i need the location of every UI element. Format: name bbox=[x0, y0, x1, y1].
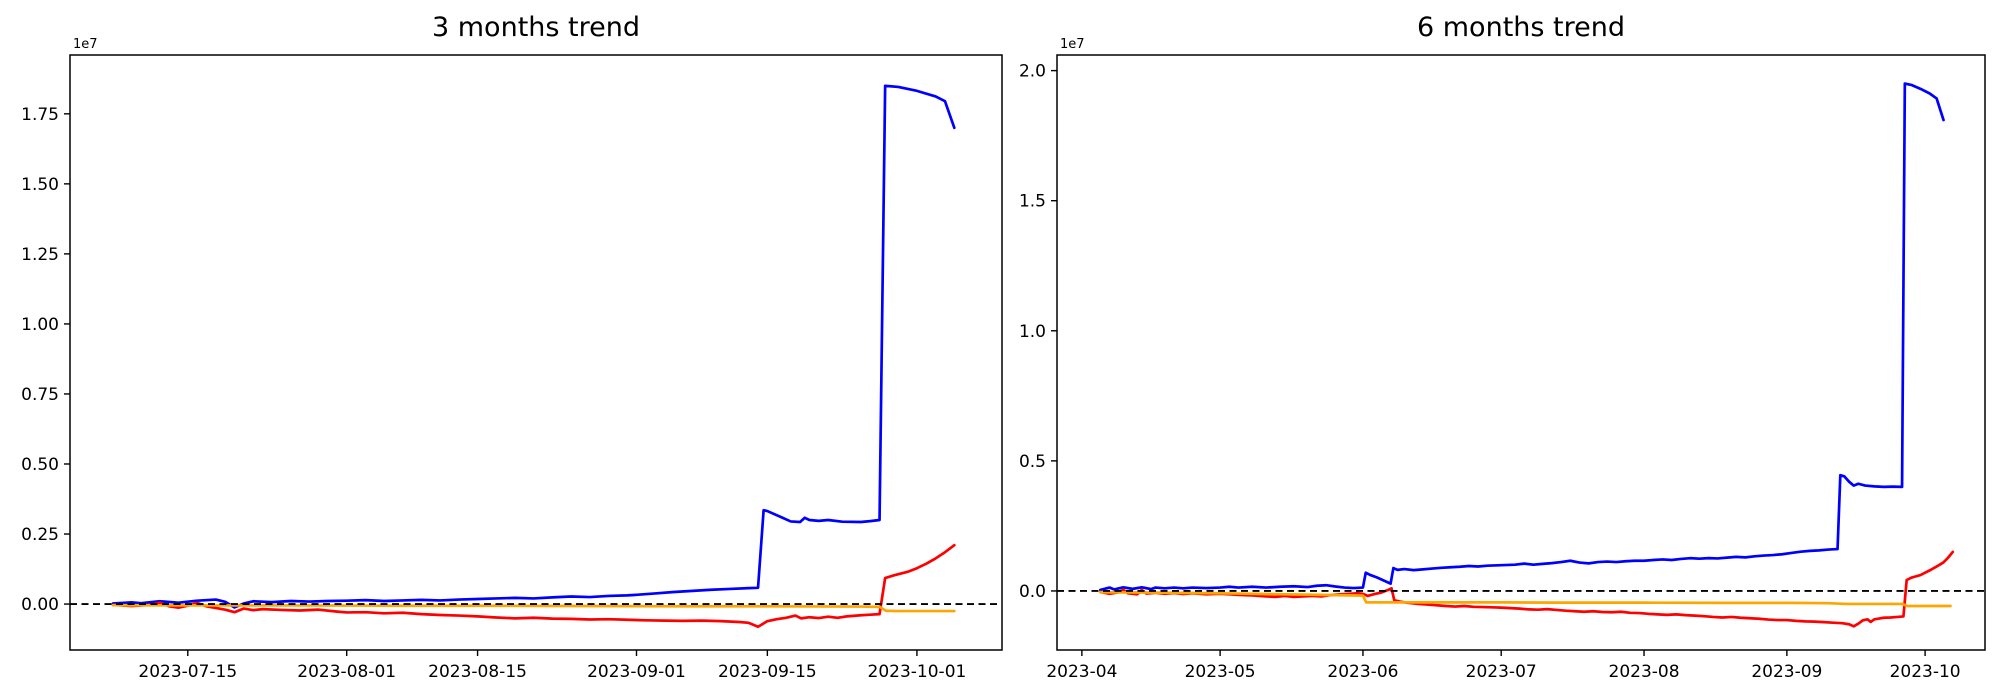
chart-title: 6 months trend bbox=[1417, 12, 1625, 43]
x-tick-label: 2023-09 bbox=[1751, 662, 1822, 682]
x-tick-label: 2023-10-01 bbox=[868, 662, 967, 682]
chart-title: 3 months trend bbox=[432, 12, 640, 43]
series-line-blue bbox=[111, 84, 956, 609]
x-tick-label: 2023-08-15 bbox=[428, 662, 527, 682]
y-tick-label: 1.50 bbox=[21, 175, 59, 195]
x-tick-label: 2023-08-01 bbox=[297, 662, 396, 682]
x-tick-label: 2023-04 bbox=[1046, 662, 1117, 682]
y-tick-label: 0.00 bbox=[21, 595, 59, 615]
x-tick-label: 2023-07 bbox=[1466, 662, 1537, 682]
y-tick-label: 1.25 bbox=[21, 245, 59, 265]
y-tick-label: 0.25 bbox=[21, 525, 59, 545]
series-line-red bbox=[1098, 550, 1955, 628]
x-tick-label: 2023-08 bbox=[1609, 662, 1680, 682]
y-tick-label: 0.50 bbox=[21, 455, 59, 475]
series-line-orange bbox=[111, 603, 956, 613]
series-line-red bbox=[111, 543, 956, 629]
y-tick-label: 2.0 bbox=[1019, 62, 1046, 82]
y-tick-label: 0.0 bbox=[1019, 582, 1046, 602]
y-tick-label: 0.75 bbox=[21, 385, 59, 405]
y-tick-label: 1.00 bbox=[21, 315, 59, 335]
y-tick-label: 1.75 bbox=[21, 105, 59, 125]
x-tick-label: 2023-09-01 bbox=[587, 662, 686, 682]
chart-3-months-trend: 2023-07-15 2023-08-01 2023-08-15 2023-09-01… bbox=[21, 12, 1003, 682]
x-tick-label: 2023-09-15 bbox=[718, 662, 817, 682]
y-tick-label: 1.0 bbox=[1019, 322, 1046, 342]
y-axis-offset-label: 1e7 bbox=[1060, 37, 1085, 52]
plot-border bbox=[69, 54, 1003, 651]
x-tick-label: 2023-06 bbox=[1327, 662, 1398, 682]
series-line-orange bbox=[1098, 590, 1952, 608]
y-tick-label: 0.5 bbox=[1019, 452, 1046, 472]
x-tick-label: 2023-07-15 bbox=[138, 662, 237, 682]
y-axis-offset-label: 1e7 bbox=[73, 37, 98, 52]
plot-border bbox=[1056, 54, 1986, 651]
y-tick-label: 1.5 bbox=[1019, 192, 1046, 212]
series-line-blue bbox=[1098, 82, 1945, 592]
x-tick-label: 2023-10 bbox=[1890, 662, 1961, 682]
x-tick-label: 2023-05 bbox=[1185, 662, 1256, 682]
chart-6-months-trend: 2023-04 2023-05 2023-06 2023-07 2023-08 2023-… bbox=[1019, 12, 1986, 682]
